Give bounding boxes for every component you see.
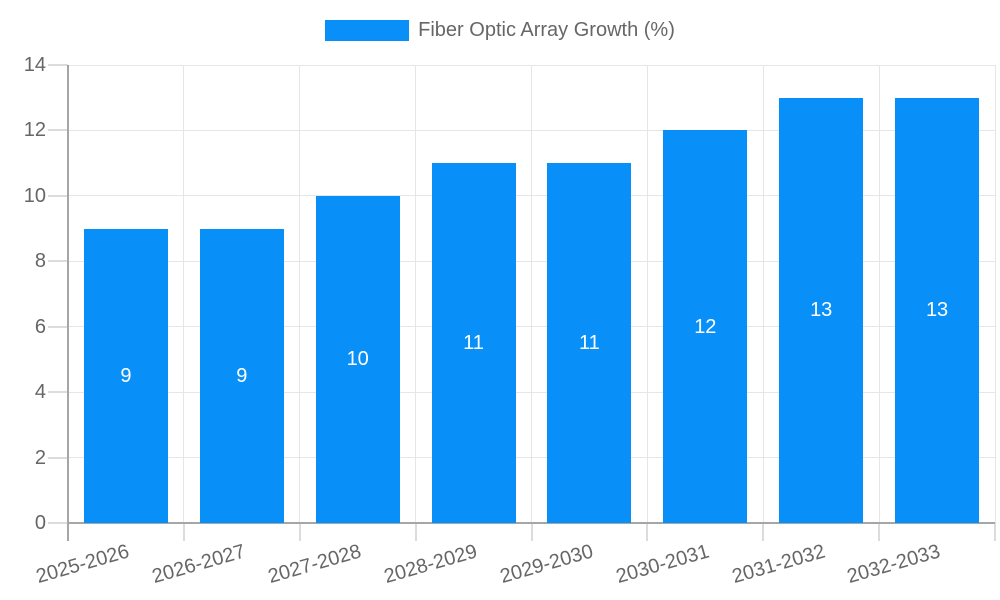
x-tick-label: 2030-2031 — [613, 540, 712, 588]
bar-2026-2027[interactable] — [199, 228, 284, 523]
y-tick-label: 6 — [34, 315, 46, 338]
gridline-vertical — [299, 65, 301, 523]
y-tick-label: 4 — [34, 381, 46, 404]
y-tick-label: 0 — [34, 512, 46, 534]
x-axis-tick — [182, 523, 185, 541]
bar-2029-2030[interactable] — [547, 163, 632, 523]
x-axis-tick — [414, 523, 417, 541]
y-axis-line — [67, 65, 69, 541]
x-axis-tick — [878, 523, 881, 541]
x-axis-tick — [298, 523, 301, 541]
y-axis-tick — [48, 129, 68, 132]
gridline-vertical — [762, 65, 764, 523]
x-axis-tick — [994, 523, 996, 541]
y-tick-label: 14 — [23, 54, 46, 76]
legend-item[interactable]: Fiber Optic Array Growth (%) — [0, 20, 1000, 41]
bar-value-label: 9 — [236, 364, 248, 387]
gridline-vertical — [183, 65, 185, 523]
y-tick-label: 2 — [34, 446, 46, 469]
y-tick-label: 8 — [34, 250, 46, 273]
y-tick-label: 10 — [23, 184, 46, 207]
bar-2032-2033[interactable] — [895, 97, 980, 523]
legend-swatch — [325, 20, 410, 41]
bar-2027-2028[interactable] — [315, 195, 400, 523]
x-tick-label: 2031-2032 — [729, 540, 828, 588]
x-axis-tick — [646, 523, 649, 541]
gridline-vertical — [531, 65, 532, 523]
x-tick-label: 2025-2026 — [33, 540, 132, 588]
y-axis-tick — [48, 64, 68, 66]
y-axis-tick — [48, 325, 68, 328]
bar-2030-2031[interactable] — [663, 130, 748, 523]
gridline-vertical — [646, 65, 648, 523]
x-tick-label: 2027-2028 — [265, 540, 364, 588]
x-tick-label: 2026-2027 — [149, 540, 248, 588]
bar-value-label: 9 — [120, 364, 132, 387]
bar-2031-2032[interactable] — [779, 97, 864, 523]
bar-value-label: 12 — [694, 315, 717, 338]
y-tick-label: 12 — [23, 119, 46, 142]
bar-value-label: 11 — [463, 332, 484, 355]
gridline-vertical — [878, 65, 880, 523]
bar-value-label: 11 — [579, 332, 600, 355]
x-tick-label: 2032-2033 — [845, 540, 944, 588]
bar-value-label: 10 — [346, 348, 369, 371]
x-axis-tick — [762, 523, 765, 541]
x-axis-tick — [530, 523, 533, 541]
bar-value-label: 13 — [810, 299, 833, 322]
y-axis-tick — [48, 522, 68, 524]
bar-2025-2026[interactable] — [83, 228, 168, 523]
gridline-vertical — [415, 65, 417, 523]
x-tick-label: 2029-2030 — [497, 540, 596, 588]
y-axis-tick — [48, 391, 68, 394]
legend-label: Fiber Optic Array Growth (%) — [418, 19, 675, 41]
gridline-vertical — [994, 65, 996, 523]
bar-2028-2029[interactable] — [431, 163, 516, 523]
x-tick-label: 2028-2029 — [381, 540, 480, 588]
y-axis-tick — [48, 260, 68, 263]
x-axis-line — [68, 522, 995, 524]
y-axis-tick — [48, 194, 68, 197]
bar-value-label: 13 — [925, 299, 949, 322]
y-axis-tick — [48, 456, 68, 459]
